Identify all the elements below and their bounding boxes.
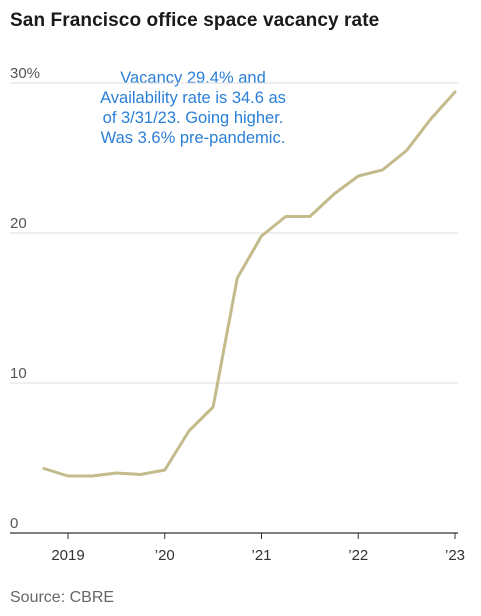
- x-tick-label: ’23: [445, 547, 465, 564]
- vacancy-rate-line: [42, 90, 457, 478]
- series-layer: [42, 90, 457, 478]
- y-tick-label: 10: [10, 365, 27, 382]
- annotation-line-4: Was 3.6% pre-pandemic.: [100, 129, 286, 147]
- y-tick-label: 30%: [10, 65, 40, 82]
- annotation-line-2: Availability rate is 34.6 as: [100, 89, 286, 107]
- x-tick-label: ’21: [251, 547, 271, 564]
- vacancy-line-chart: 0 10 20 30% 2019 ’20 ’21 ’22 ’23: [10, 65, 465, 564]
- x-tick-label: 2019: [51, 547, 84, 564]
- x-axis: 2019 ’20 ’21 ’22 ’23: [10, 532, 465, 564]
- source-note: Source: CBRE: [10, 589, 115, 606]
- y-tick-label: 0: [10, 515, 18, 532]
- y-tick-label: 20: [10, 215, 27, 232]
- x-tick-label: ’20: [155, 547, 175, 564]
- gridlines: 0 10 20 30%: [10, 65, 458, 532]
- x-tick-label: ’22: [348, 547, 368, 564]
- chart-title: San Francisco office space vacancy rate: [10, 10, 380, 31]
- annotation-line-3: of 3/31/23. Going higher.: [102, 109, 284, 127]
